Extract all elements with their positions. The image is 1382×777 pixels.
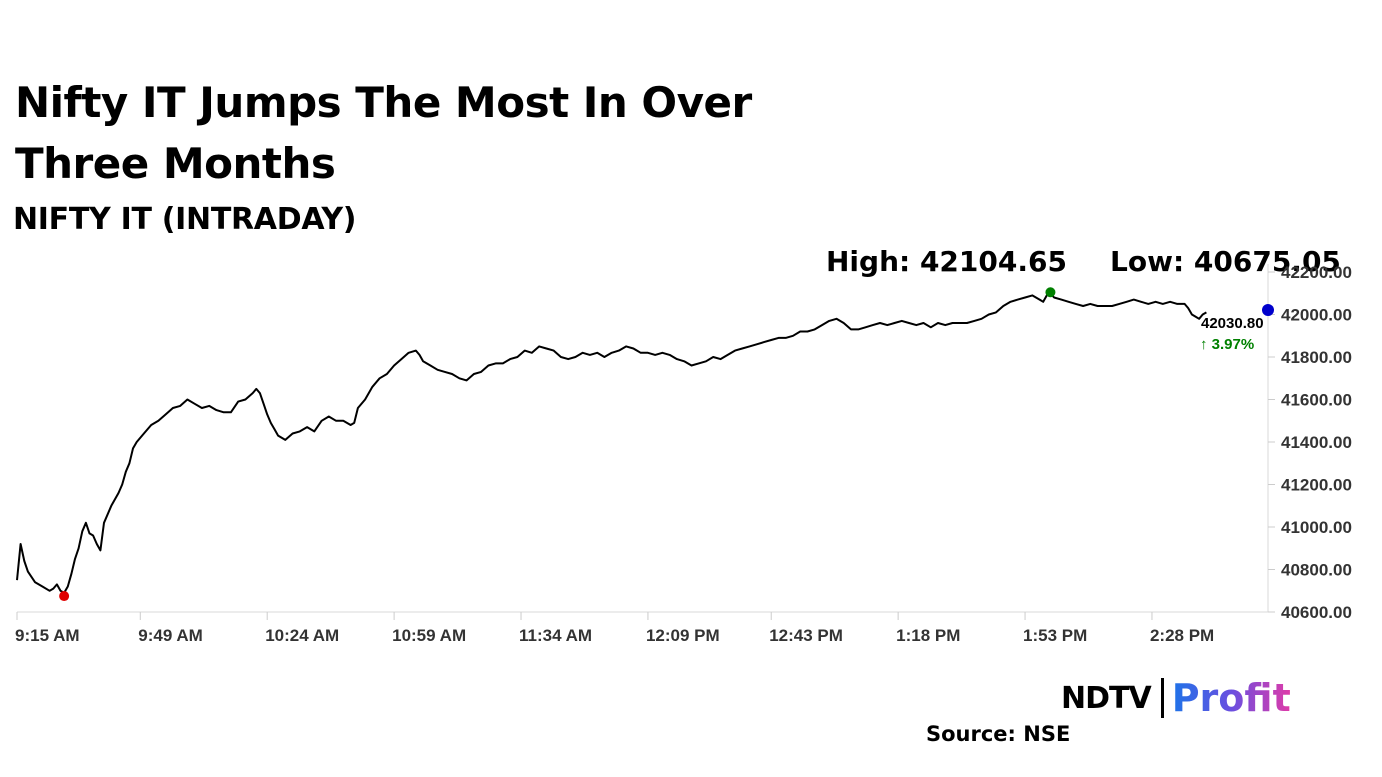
series-line: [16, 292, 1207, 594]
y-tick-label: 42200.00: [1281, 263, 1352, 282]
source-note: Source: NSE: [926, 722, 1071, 746]
x-tick-label: 2:28 PM: [1150, 626, 1214, 645]
y-axis-ticks: 42200.00 42000.00 41800.00 41600.00 41400.00…: [1268, 263, 1352, 622]
logo-divider: [1160, 678, 1164, 718]
x-tick-label: 9:49 AM: [138, 626, 203, 645]
y-tick-label: 41800.00: [1281, 348, 1352, 367]
logo-product: Profit: [1171, 676, 1291, 720]
x-tick-label: 1:53 PM: [1023, 626, 1087, 645]
x-tick-label: 11:34 AM: [519, 626, 592, 645]
high-stat: High: 42104.65: [826, 245, 1067, 278]
y-tick-label: 41000.00: [1281, 518, 1352, 537]
low-stat: Low: 40675.05: [1110, 245, 1341, 278]
x-tick-label: 10:24 AM: [265, 626, 339, 645]
y-tick-label: 40800.00: [1281, 561, 1352, 580]
line-chart: 9:15 AM 9:49 AM 10:24 AM 10:59 AM 11:34 AM 12…: [15, 263, 1352, 645]
x-tick-label: 10:59 AM: [392, 626, 466, 645]
x-tick-label: 9:15 AM: [15, 626, 80, 645]
x-tick-label: 1:18 PM: [896, 626, 960, 645]
y-tick-label: 41600.00: [1281, 391, 1352, 410]
y-tick-label: 42000.00: [1281, 306, 1352, 325]
headline: Nifty IT Jumps The Most In Over Three Mo…: [15, 78, 752, 188]
chart-subtitle: NIFTY IT (INTRADAY): [13, 202, 357, 237]
end-point-marker: [1262, 304, 1274, 316]
x-tick-label: 12:09 PM: [646, 626, 720, 645]
logo-brand: NDTV: [1061, 680, 1152, 716]
chart-axes: [17, 264, 1269, 613]
last-value-label: 42030.80: [1201, 315, 1264, 332]
chart-markers: [59, 287, 1274, 602]
x-axis-ticks: 9:15 AM 9:49 AM 10:24 AM 10:59 AM 11:34 AM 12…: [15, 612, 1214, 645]
y-tick-label: 41400.00: [1281, 433, 1352, 452]
y-tick-label: 41200.00: [1281, 476, 1352, 495]
ndtv-profit-logo: NDTV Profit: [1061, 676, 1291, 720]
low-point-marker: [59, 591, 70, 602]
high-point-marker: [1045, 287, 1056, 298]
y-tick-label: 40600.00: [1281, 603, 1352, 622]
x-tick-label: 12:43 PM: [769, 626, 843, 645]
change-label: ↑ 3.97%: [1200, 336, 1254, 353]
